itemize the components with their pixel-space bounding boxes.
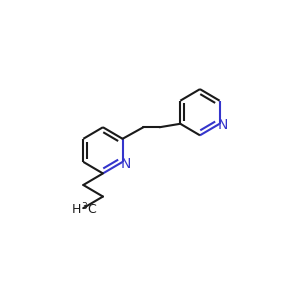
Text: N: N <box>121 157 131 170</box>
Text: N: N <box>218 118 228 132</box>
Text: H: H <box>72 203 81 216</box>
Text: C: C <box>87 203 95 216</box>
Text: 3: 3 <box>81 202 87 211</box>
